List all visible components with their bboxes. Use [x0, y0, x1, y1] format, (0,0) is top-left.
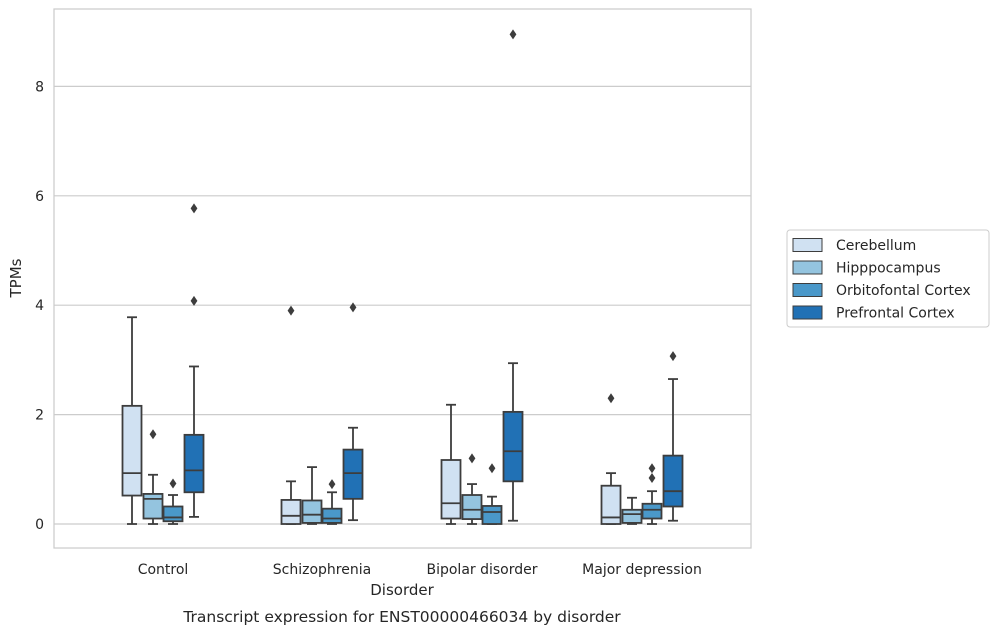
legend-swatch	[792, 238, 823, 252]
box-groups	[121, 29, 684, 525]
box-body	[342, 448, 364, 500]
box-3-3	[662, 351, 684, 522]
outlier-point	[190, 203, 198, 214]
x-tick-label: Bipolar disorder	[426, 562, 537, 578]
x-tick-labels: Control Schizophrenia Bipolar disorder Majo…	[138, 562, 702, 578]
box-3-1	[621, 496, 643, 525]
box-1-2	[321, 479, 343, 525]
outlier-point	[669, 351, 677, 362]
legend: Cerebellum Hipppocampus Orbitofontal Corte…	[786, 229, 990, 328]
box-2-0	[440, 403, 462, 525]
box-body	[461, 494, 483, 520]
x-axis-title: Disorder	[370, 581, 434, 599]
outlier-point	[648, 473, 656, 484]
plot-frame	[53, 8, 752, 549]
legend-swatch	[792, 305, 823, 320]
box-0-0	[121, 316, 143, 525]
legend-label: Prefrontal Cortex	[836, 306, 955, 322]
outlier-point	[509, 29, 517, 40]
outlier-point	[349, 302, 357, 313]
x-tick-label: Schizophrenia	[273, 562, 371, 578]
outlier-point	[287, 305, 295, 316]
box-body	[142, 493, 164, 520]
outlier-point	[328, 479, 336, 490]
y-tick-label: 2	[35, 408, 44, 424]
box-body	[280, 499, 302, 525]
box-0-2	[162, 478, 184, 525]
y-tick-label: 8	[35, 79, 44, 95]
legend-frame	[786, 229, 990, 328]
box-body	[621, 508, 643, 524]
box-1-3	[342, 302, 364, 522]
box-2-2	[481, 463, 503, 525]
x-tick-label: Major depression	[582, 562, 702, 578]
box-body	[641, 502, 663, 520]
box-body	[600, 484, 622, 525]
outlier-point	[488, 463, 496, 474]
plot-background	[54, 9, 751, 548]
legend-swatch	[792, 260, 823, 275]
box-1-1	[301, 466, 323, 525]
chart-title: Transcript expression for ENST0000046603…	[182, 608, 621, 626]
outlier-point	[190, 295, 198, 306]
legend-label: Orbitofontal Cortex	[836, 283, 971, 299]
outlier-point	[169, 478, 177, 489]
box-body	[321, 507, 343, 524]
y-tick-labels: 0 2 4 6 8	[35, 79, 44, 533]
box-1-0	[280, 305, 302, 525]
box-body	[440, 459, 462, 520]
box-0-1	[142, 429, 164, 525]
box-0-3	[183, 203, 205, 518]
outlier-point	[648, 463, 656, 474]
box-body	[183, 433, 205, 494]
box-body	[662, 454, 684, 508]
x-tick-label: Control	[138, 562, 189, 578]
box-2-1	[461, 453, 483, 525]
y-axis-title: TPMs	[7, 258, 25, 298]
outlier-point	[149, 429, 157, 440]
box-3-0	[600, 393, 622, 525]
box-3-2	[641, 463, 663, 525]
legend-label: Hipppocampus	[836, 261, 941, 277]
box-body	[162, 505, 184, 523]
box-body	[121, 404, 143, 497]
box-body	[502, 410, 524, 483]
box-2-3	[502, 29, 524, 522]
outlier-point	[468, 453, 476, 464]
y-tick-label: 6	[35, 189, 44, 205]
box-body	[301, 499, 323, 524]
legend-swatch	[792, 283, 823, 297]
outlier-point	[607, 393, 615, 404]
y-tick-label: 0	[35, 517, 44, 533]
legend-label: Cerebellum	[836, 238, 916, 254]
y-tick-label: 4	[35, 298, 44, 314]
box-body	[481, 505, 503, 525]
